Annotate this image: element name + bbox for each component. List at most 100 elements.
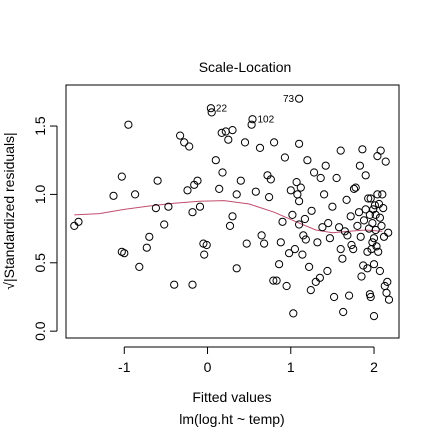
data-point: [270, 138, 279, 147]
data-point: [346, 212, 355, 221]
data-point: [371, 225, 380, 235]
data-point: [343, 231, 352, 240]
x-axis: -1 0 1 2: [118, 346, 378, 375]
data-point: [240, 138, 250, 147]
data-point: [370, 201, 379, 210]
data-point: [221, 127, 230, 136]
data-point: [260, 239, 269, 248]
data-point: [384, 228, 393, 237]
data-point: [242, 239, 251, 248]
data-point: [377, 221, 386, 230]
data-point: [272, 276, 281, 285]
data-point: [349, 184, 359, 193]
chart-title: Scale-Location: [199, 59, 292, 75]
data-point: [282, 281, 291, 291]
data-point: [339, 307, 348, 317]
smooth-line: [74, 200, 383, 234]
data-point: [313, 238, 322, 247]
data-point: [289, 309, 298, 318]
data-point: [295, 220, 304, 229]
data-point: [375, 266, 384, 276]
data-point: [188, 208, 197, 217]
data-point: [364, 194, 373, 203]
data-point: [295, 197, 304, 206]
data-point: [211, 156, 220, 165]
data-point: [325, 234, 334, 243]
x-axis-label: Fitted values: [192, 389, 271, 405]
data-point: [255, 143, 265, 152]
data-point: [366, 194, 375, 203]
data-point: [248, 115, 257, 124]
data-point: [328, 202, 337, 211]
data-point: [292, 178, 301, 187]
data-point: [342, 195, 351, 204]
point-annotation: 22: [216, 104, 228, 115]
data-point: [332, 173, 341, 183]
data-point: [310, 168, 319, 177]
data-point: [379, 204, 388, 213]
data-point: [311, 277, 320, 286]
data-point: [381, 157, 390, 166]
data-point: [278, 217, 287, 226]
data-point: [195, 202, 205, 211]
y-axis: 0.0 0.5 1.0 1.5: [32, 116, 58, 341]
data-point: [145, 232, 154, 241]
data-point: [347, 240, 356, 250]
x-tick-label: 0: [204, 359, 212, 375]
data-point: [355, 161, 364, 170]
data-point: [295, 94, 304, 103]
data-point: [300, 214, 309, 224]
data-point: [117, 172, 126, 181]
data-point: [356, 232, 365, 241]
data-point: [193, 176, 202, 185]
data-point: [251, 187, 260, 196]
data-point: [290, 245, 299, 254]
data-point: [338, 254, 347, 263]
data-point: [170, 280, 179, 289]
data-point: [376, 146, 385, 155]
data-point: [321, 161, 330, 170]
data-point: [358, 145, 367, 154]
data-point: [276, 238, 285, 247]
data-point: [361, 171, 370, 180]
data-point: [266, 175, 275, 184]
data-point: [336, 245, 345, 254]
data-point: [354, 208, 364, 217]
data-point: [384, 295, 394, 304]
data-point: [228, 212, 237, 221]
x-tick-label: 2: [370, 359, 378, 375]
data-point: [74, 217, 83, 226]
data-point: [180, 138, 189, 147]
data-point: [218, 168, 227, 177]
data-point: [202, 240, 211, 250]
data-point: [323, 266, 332, 276]
y-tick-label: 1.5: [32, 116, 48, 136]
data-point: [153, 176, 162, 185]
data-point: [131, 190, 140, 199]
data-point: [336, 146, 345, 155]
data-point: [224, 135, 233, 144]
data-point: [269, 276, 278, 285]
data-point: [374, 199, 384, 209]
data-point: [109, 191, 118, 200]
data-point: [315, 273, 324, 282]
data-point: [188, 280, 197, 289]
annotations-layer: 73 22 102: [206, 94, 304, 126]
data-point: [369, 234, 379, 243]
x-axis-sublabel: lm(log.ht ~ temp): [179, 411, 284, 427]
y-tick-label: 0.0: [32, 321, 48, 341]
data-point: [135, 262, 144, 271]
data-point: [207, 108, 216, 117]
data-point: [368, 219, 377, 228]
data-point: [373, 152, 382, 161]
data-point: [382, 288, 391, 297]
data-point: [369, 312, 379, 321]
data-point: [232, 190, 241, 199]
data-point: [206, 104, 215, 113]
data-point: [257, 231, 266, 240]
data-point: [160, 220, 169, 229]
data-point: [340, 227, 349, 236]
data-point: [303, 156, 312, 165]
data-point: [374, 247, 383, 256]
data-point: [305, 262, 314, 271]
